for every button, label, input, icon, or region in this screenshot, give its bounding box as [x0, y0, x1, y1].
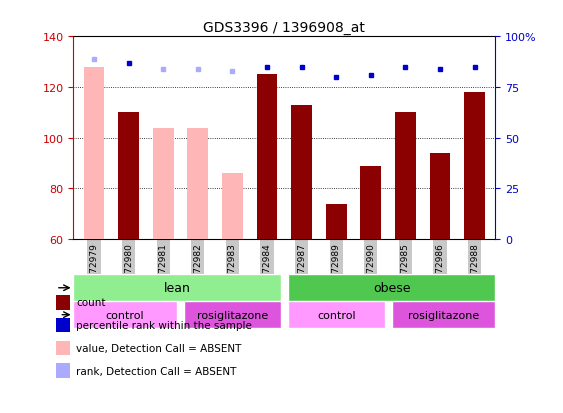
- Bar: [395, 113, 416, 240]
- Text: rank, Detection Call = ABSENT: rank, Detection Call = ABSENT: [76, 366, 236, 376]
- Bar: [83, 67, 104, 240]
- Bar: [288, 301, 385, 328]
- Bar: [288, 275, 495, 301]
- Bar: [73, 301, 177, 328]
- Text: value, Detection Call = ABSENT: value, Detection Call = ABSENT: [76, 343, 242, 353]
- Text: control: control: [317, 310, 356, 320]
- Bar: [360, 166, 381, 240]
- Bar: [153, 128, 173, 240]
- Bar: [257, 75, 278, 240]
- Text: percentile rank within the sample: percentile rank within the sample: [76, 320, 252, 330]
- Bar: [118, 113, 139, 240]
- Bar: [184, 301, 281, 328]
- Bar: [222, 174, 243, 240]
- Text: obese: obese: [373, 282, 410, 294]
- Text: lean: lean: [164, 282, 190, 294]
- Bar: [187, 128, 208, 240]
- Bar: [291, 105, 312, 240]
- Bar: [430, 154, 450, 240]
- Text: rosiglitazone: rosiglitazone: [197, 310, 268, 320]
- Bar: [326, 204, 347, 240]
- Bar: [73, 275, 281, 301]
- Text: rosiglitazone: rosiglitazone: [408, 310, 479, 320]
- Bar: [392, 301, 495, 328]
- Text: control: control: [106, 310, 145, 320]
- Text: count: count: [76, 298, 105, 308]
- Bar: [464, 93, 485, 240]
- Title: GDS3396 / 1396908_at: GDS3396 / 1396908_at: [203, 21, 365, 35]
